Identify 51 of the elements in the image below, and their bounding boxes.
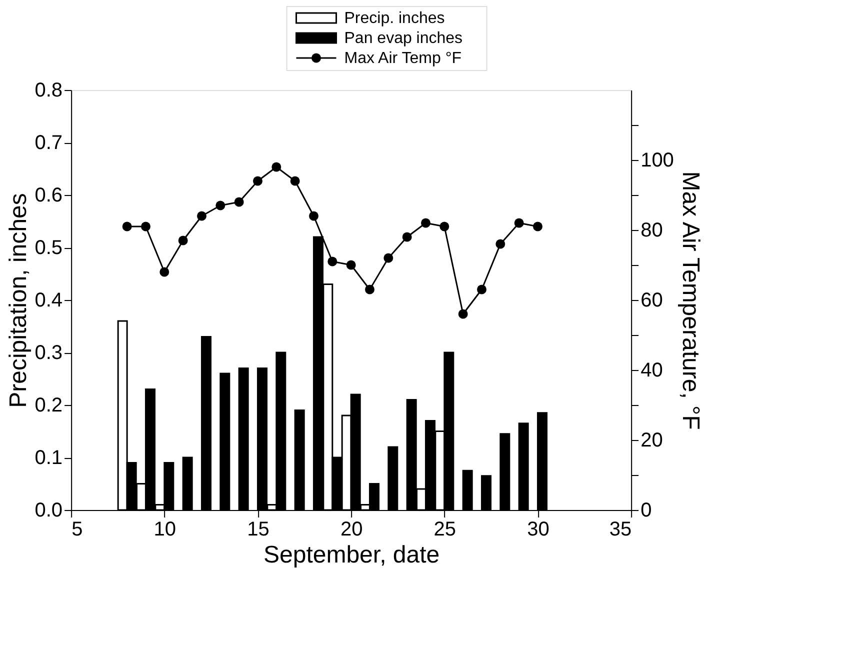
point	[178, 236, 188, 246]
y-tick-label: 0.4	[34, 290, 63, 312]
point	[234, 197, 244, 207]
point	[440, 222, 450, 232]
point	[384, 253, 394, 263]
x-tick-label: 5	[72, 518, 83, 540]
point	[496, 239, 506, 249]
point	[216, 200, 226, 210]
point	[420, 218, 430, 228]
point	[252, 176, 262, 186]
y2-tick-label: 40	[640, 360, 663, 382]
x-tick-label: 35	[609, 518, 632, 540]
y2-tick-label: 80	[640, 220, 663, 242]
point	[160, 267, 170, 277]
point	[364, 284, 374, 294]
point	[328, 256, 338, 266]
x-axis-title: September, date	[264, 542, 440, 568]
y-tick-label: 0.2	[34, 394, 63, 416]
y-tick-label: 0.7	[34, 132, 63, 154]
y2-tick-label: 20	[640, 430, 663, 452]
point	[308, 211, 318, 221]
point	[514, 218, 524, 228]
point	[122, 222, 132, 232]
point	[346, 260, 356, 270]
y-tick-label: 0.3	[34, 342, 63, 364]
y-tick-label: 0.6	[34, 184, 63, 206]
legend-label: Precip. inches	[344, 10, 445, 27]
y-tick-label: 0.5	[34, 237, 63, 259]
point	[196, 211, 206, 221]
x-tick-label: 30	[527, 518, 550, 540]
y2-tick-label: 0	[640, 500, 652, 522]
y2-tick-label: 60	[640, 290, 663, 312]
x-tick-label: 15	[247, 518, 270, 540]
x-tick-label: 10	[154, 518, 176, 540]
y2-axis-title: Max Air Temperature, °F	[676, 171, 704, 430]
legend-label: Pan evap inches	[344, 30, 463, 47]
legend-label: Max Air Temp °F	[344, 50, 462, 67]
point	[402, 232, 412, 242]
y-tick-label: 0.1	[34, 447, 63, 469]
x-tick-label: 20	[340, 518, 363, 540]
point	[140, 222, 150, 232]
y-tick-label: 0.0	[34, 500, 63, 522]
x-tick-label: 25	[434, 518, 456, 540]
y2-tick-label: 100	[640, 150, 674, 172]
point	[272, 162, 282, 172]
point	[476, 284, 486, 294]
point	[458, 309, 468, 319]
y-axis-title: Precipitation, inches	[4, 193, 32, 408]
point	[290, 176, 300, 186]
y-tick-label: 0.8	[34, 80, 63, 102]
point	[532, 222, 542, 232]
